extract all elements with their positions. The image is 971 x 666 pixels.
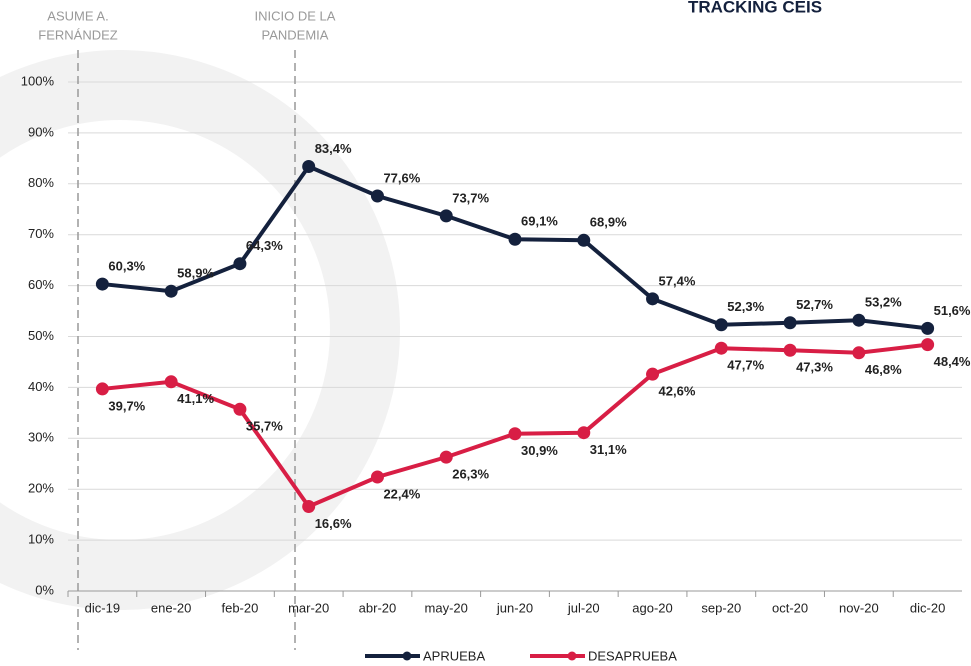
- data-label: 52,3%: [727, 299, 764, 314]
- data-label: 53,2%: [865, 295, 902, 310]
- data-label: 41,1%: [177, 391, 214, 406]
- annotation-text: INICIO DE LA: [255, 8, 336, 23]
- x-tick-label: dic-19: [85, 600, 120, 615]
- point: [646, 367, 660, 381]
- y-tick-label: 100%: [21, 73, 55, 88]
- data-label: 83,4%: [315, 141, 352, 156]
- annotation-text: ASUME A.: [47, 8, 108, 23]
- data-label: 42,6%: [659, 384, 696, 399]
- data-label: 52,7%: [796, 297, 833, 312]
- point: [233, 257, 247, 271]
- point: [508, 427, 522, 441]
- data-label: 39,7%: [108, 398, 145, 413]
- point: [95, 382, 109, 396]
- data-label: 35,7%: [246, 419, 283, 434]
- watermark: [0, 50, 400, 610]
- legend-marker: [567, 651, 577, 661]
- x-tick-label: jul-20: [567, 600, 600, 615]
- y-tick-label: 80%: [28, 175, 54, 190]
- point: [164, 284, 178, 298]
- point: [95, 277, 109, 291]
- point: [783, 343, 797, 357]
- point: [164, 375, 178, 389]
- legend-marker: [402, 651, 412, 661]
- x-tick-label: sep-20: [701, 600, 741, 615]
- x-tick-label: oct-20: [772, 600, 808, 615]
- x-tick-label: may-20: [425, 600, 468, 615]
- legend-label: APRUEBA: [423, 648, 485, 663]
- data-label: 68,9%: [590, 215, 627, 230]
- point: [852, 346, 866, 360]
- point: [302, 159, 316, 173]
- point: [921, 338, 935, 352]
- point: [646, 292, 660, 306]
- x-tick-label: mar-20: [288, 600, 329, 615]
- point: [508, 232, 522, 246]
- point: [783, 316, 797, 330]
- data-label: 22,4%: [383, 486, 420, 501]
- y-tick-label: 90%: [28, 124, 54, 139]
- x-tick-label: abr-20: [359, 600, 397, 615]
- point: [302, 500, 316, 514]
- point: [439, 209, 453, 223]
- data-label: 69,1%: [521, 214, 558, 229]
- data-label: 26,3%: [452, 467, 489, 482]
- data-label: 48,4%: [934, 354, 971, 369]
- data-label: 51,6%: [934, 303, 971, 318]
- legend-label: DESAPRUEBA: [588, 648, 677, 663]
- point: [370, 189, 384, 203]
- data-label: 16,6%: [315, 516, 352, 531]
- chart-title: TRACKING CEIS: [688, 0, 822, 16]
- data-label: 77,6%: [383, 170, 420, 185]
- y-tick-label: 40%: [28, 379, 54, 394]
- point: [714, 341, 728, 355]
- y-tick-label: 70%: [28, 226, 54, 241]
- data-label: 73,7%: [452, 190, 489, 205]
- x-tick-label: ago-20: [632, 600, 672, 615]
- data-label: 30,9%: [521, 443, 558, 458]
- point: [852, 313, 866, 327]
- x-tick-label: jun-20: [496, 600, 533, 615]
- y-tick-label: 20%: [28, 481, 54, 496]
- point: [577, 233, 591, 247]
- point: [921, 321, 935, 335]
- data-label: 57,4%: [659, 273, 696, 288]
- y-tick-label: 50%: [28, 328, 54, 343]
- data-label: 47,7%: [727, 358, 764, 373]
- data-label: 60,3%: [108, 259, 145, 274]
- point: [439, 450, 453, 464]
- x-tick-label: feb-20: [221, 600, 258, 615]
- y-tick-label: 0%: [35, 582, 54, 597]
- y-tick-label: 30%: [28, 430, 54, 445]
- annotation-text: PANDEMIA: [262, 27, 329, 42]
- x-tick-label: nov-20: [839, 600, 879, 615]
- point: [577, 426, 591, 440]
- data-label: 31,1%: [590, 442, 627, 457]
- data-label: 64,3%: [246, 238, 283, 253]
- x-tick-label: dic-20: [910, 600, 945, 615]
- point: [714, 318, 728, 332]
- point: [233, 402, 247, 416]
- data-label: 58,9%: [177, 266, 214, 281]
- data-label: 47,3%: [796, 360, 833, 375]
- x-tick-label: ene-20: [151, 600, 191, 615]
- y-tick-label: 60%: [28, 277, 54, 292]
- annotation-text: FERNÁNDEZ: [38, 27, 118, 42]
- y-tick-label: 10%: [28, 532, 54, 547]
- data-label: 46,8%: [865, 362, 902, 377]
- point: [370, 470, 384, 484]
